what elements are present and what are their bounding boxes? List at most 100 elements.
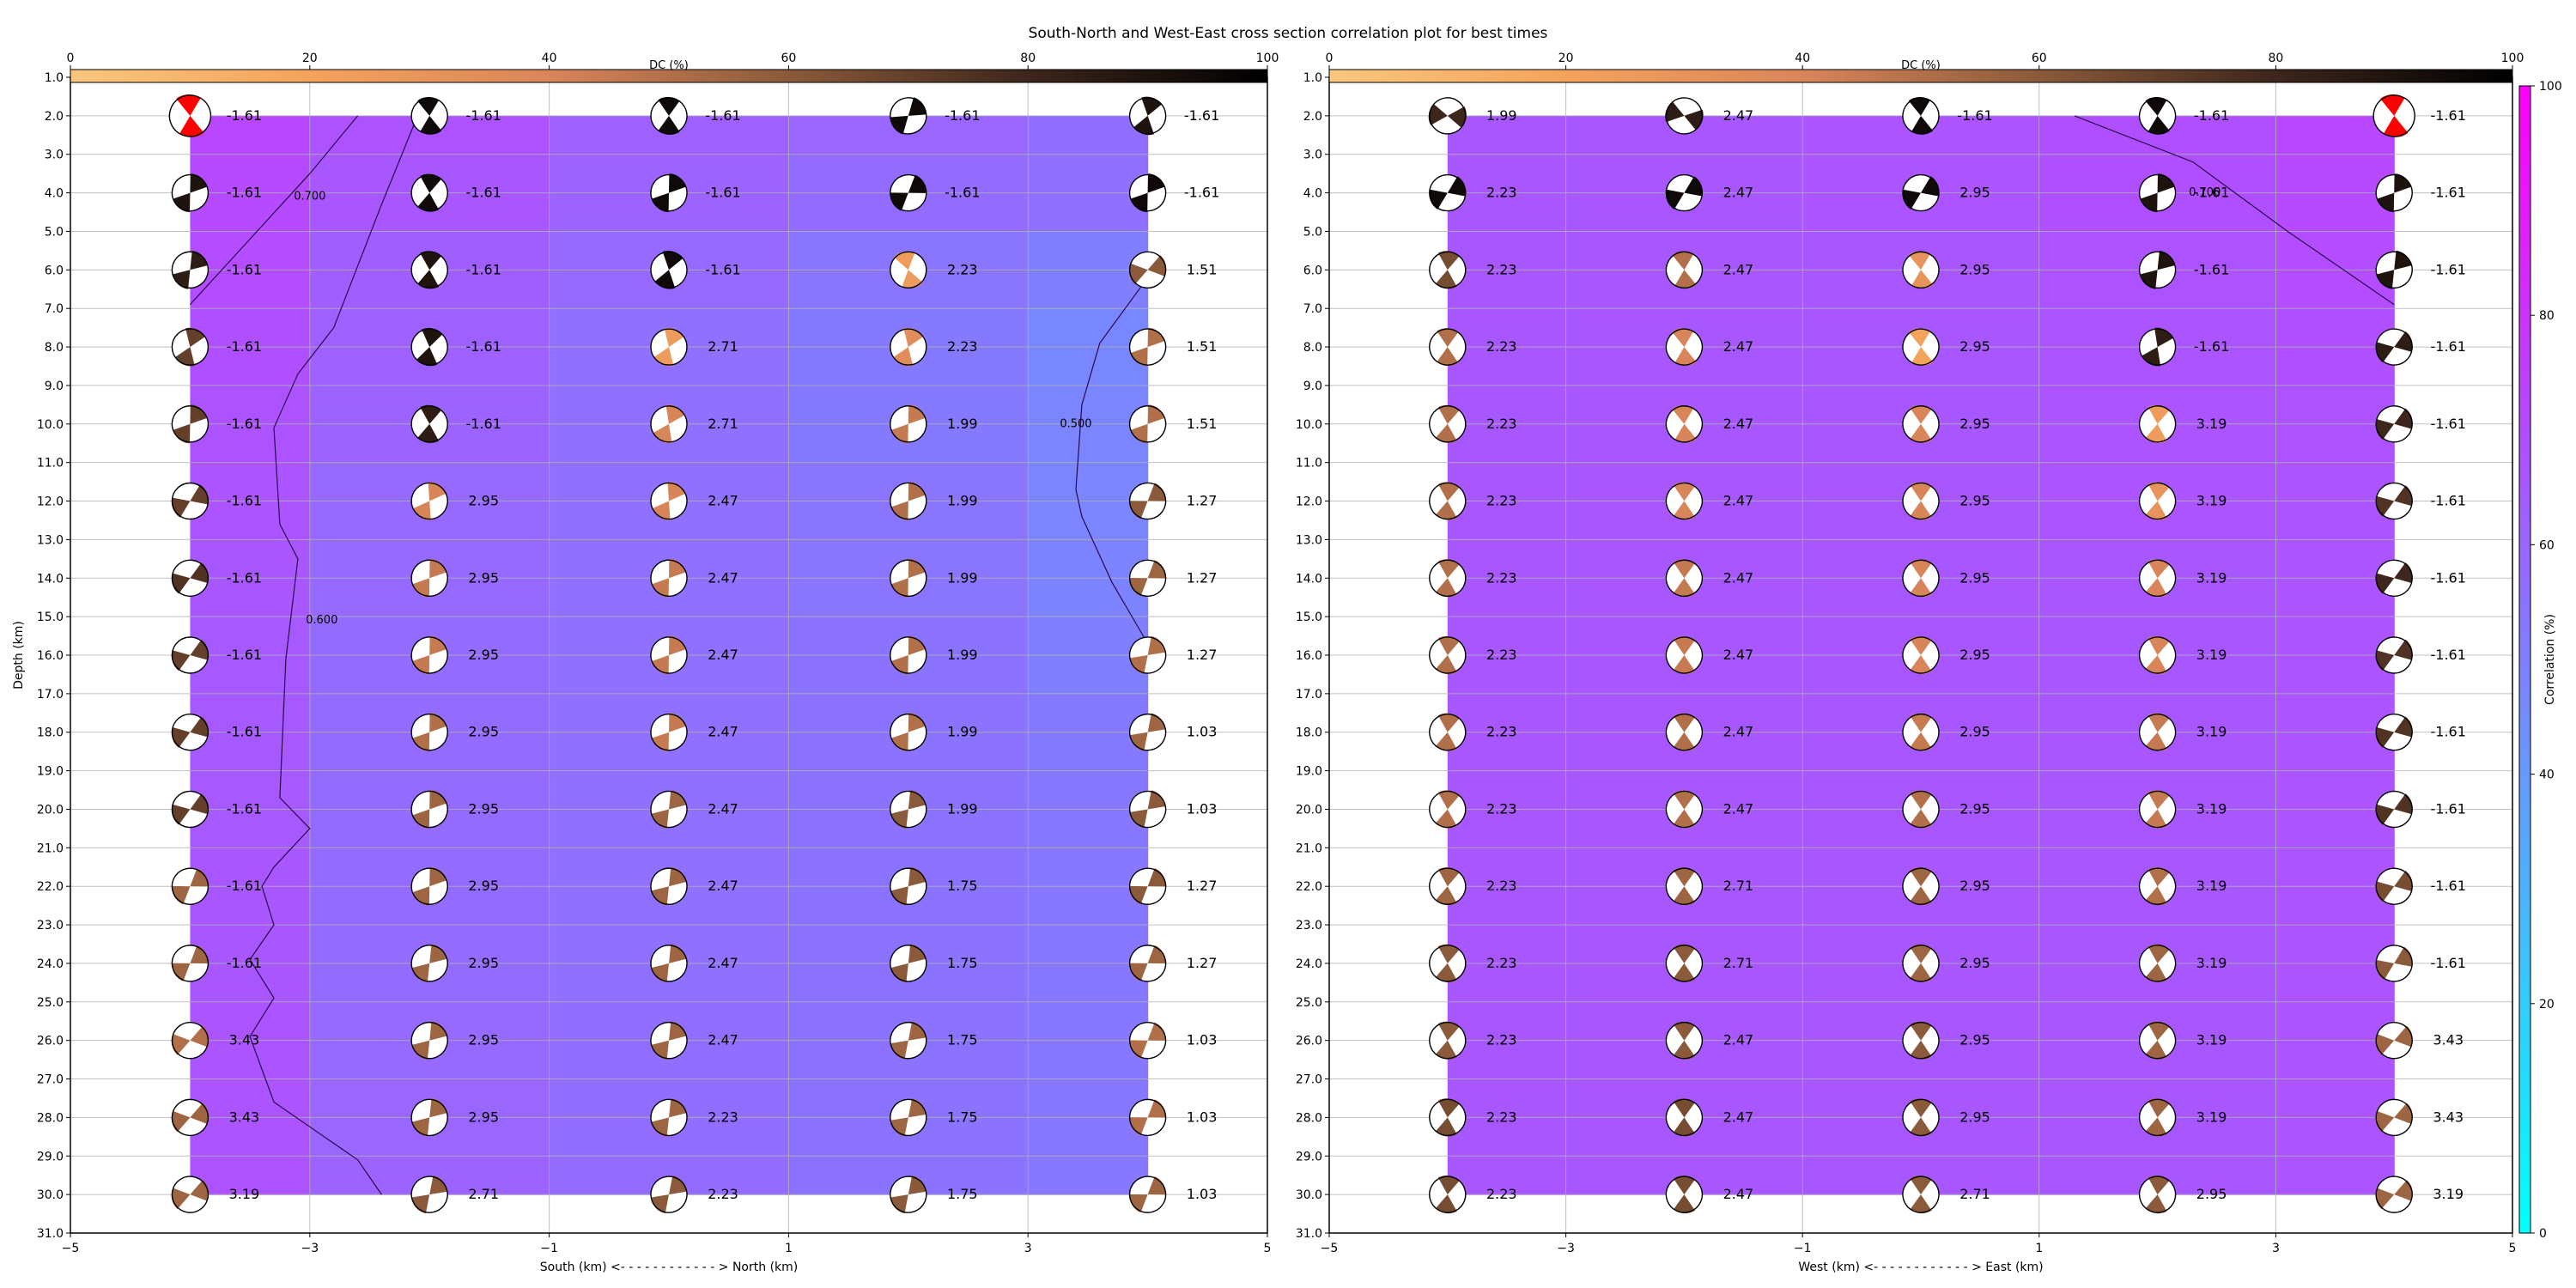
beachball-outline: [1665, 714, 1704, 751]
chart-title: South-North and West-East cross section …: [1029, 25, 1548, 42]
y-tick-label: 4.0: [1303, 187, 1322, 201]
y-tick-label: 1.0: [45, 71, 64, 85]
beachball-compression: [669, 1098, 687, 1118]
beachball-compression: [2394, 408, 2413, 429]
mechanism-value-label: -1.61: [465, 338, 501, 355]
beachball-compression: [1437, 559, 1460, 579]
beachball: [410, 482, 448, 520]
beachball: [2138, 1098, 2177, 1137]
beachball-compression: [179, 115, 204, 137]
mechanism-value-label: 3.19: [2196, 724, 2227, 740]
beachball-compression: [1436, 1040, 1457, 1060]
beachball: [410, 251, 448, 289]
beachball: [890, 404, 927, 444]
y-tick-label: 26.0: [1296, 1035, 1322, 1048]
beachball-compression: [1910, 713, 1932, 732]
beachball: [2138, 1176, 2177, 1214]
beachball-compression: [190, 716, 209, 738]
beachball: [171, 867, 210, 905]
beachball-outline: [1902, 714, 1940, 751]
beachball-outline: [2138, 714, 2177, 751]
beachball-outline: [1902, 559, 1940, 597]
mechanism-value-label: 2.47: [708, 493, 738, 509]
mechanism-value-label: -1.61: [2430, 647, 2465, 663]
beachball-compression: [1672, 251, 1694, 270]
mechanism-value-label: 1.99: [1486, 107, 1517, 124]
beachball-outline: [410, 482, 448, 520]
beachball-compression: [411, 1117, 430, 1137]
beachball: [1902, 944, 1940, 982]
beachball-outline: [2375, 945, 2413, 982]
beachball-compression: [2148, 867, 2170, 887]
beachball-outline: [650, 945, 688, 982]
x-axis-label: South (km) <- - - - - - - - - - - - > No…: [540, 1261, 798, 1274]
beachball-outline: [2138, 173, 2177, 212]
x-tick-label: 3: [2272, 1242, 2280, 1255]
beachball-compression: [190, 1025, 209, 1048]
beachball-outline: [2375, 173, 2413, 212]
beachball-compression: [1673, 482, 1695, 501]
beachball-compression: [429, 713, 447, 732]
beachball-outline: [2375, 328, 2413, 366]
beachball-outline: [650, 790, 688, 829]
beachball-outline: [650, 173, 688, 212]
beachball: [410, 789, 448, 829]
beachball-outline: [2375, 482, 2413, 520]
contour-label: 0.700: [2189, 186, 2221, 199]
beachball: [650, 944, 688, 983]
beachball-compression: [2394, 250, 2412, 270]
beachball-outline: [171, 1021, 210, 1060]
y-tick-label: 9.0: [1303, 380, 1322, 393]
beachball-outline: [2375, 559, 2413, 597]
beachball-compression: [890, 809, 908, 829]
beachball-compression: [654, 270, 676, 289]
correlation-cell: [1028, 1156, 1149, 1195]
beachball-compression: [190, 250, 208, 270]
beachball-compression: [429, 1098, 447, 1118]
beachball-compression: [1910, 963, 1932, 982]
beachball-outline: [171, 1098, 210, 1137]
beachball-outline: [2138, 1176, 2177, 1213]
beachball-outline: [650, 559, 688, 597]
beachball-outline: [1429, 482, 1467, 520]
beachball: [2375, 867, 2413, 905]
beachball-outline: [410, 945, 448, 982]
beachball-outline: [1429, 867, 1467, 905]
beachball-outline: [1902, 1098, 1940, 1137]
mechanism-value-label: 2.95: [468, 1109, 499, 1125]
beachball-compression: [1447, 106, 1467, 128]
beachball-compression: [2148, 1176, 2170, 1195]
beachball-outline: [650, 482, 688, 520]
y-tick-label: 26.0: [37, 1035, 64, 1048]
beachball-compression: [1672, 328, 1694, 348]
beachball: [1902, 97, 1940, 135]
mechanism-value-label: 2.23: [947, 338, 978, 355]
beachball-compression: [2145, 501, 2167, 520]
beachball-compression: [658, 115, 680, 135]
beachball: [1665, 1021, 1704, 1060]
x-tick-label: −1: [1794, 1242, 1812, 1255]
y-tick-label: 25.0: [37, 996, 64, 1010]
beachball-compression: [1672, 405, 1694, 424]
beachball: [168, 94, 212, 137]
beachball-compression: [171, 650, 191, 671]
mechanism-value-label: 2.47: [708, 647, 738, 663]
beachball-outline: [1665, 1176, 1704, 1213]
beachball: [1902, 1021, 1940, 1060]
contour-line: [2074, 115, 2395, 306]
beachball-compression: [1673, 1021, 1695, 1041]
beachball-outline: [2375, 790, 2413, 829]
y-tick-label: 6.0: [45, 264, 64, 277]
beachball-outline: [1429, 636, 1467, 674]
beachball-compression: [2148, 115, 2170, 135]
beachball: [410, 558, 448, 598]
mechanism-value-label: 2.95: [1959, 724, 1990, 740]
y-tick-label: 3.0: [45, 149, 64, 162]
beachball-outline: [171, 405, 210, 443]
dc-colorbar-tick-label: 40: [542, 52, 557, 65]
beachball-outline: [1902, 173, 1940, 212]
beachball-compression: [2375, 495, 2395, 517]
dc-colorbar-label: DC (%): [1901, 59, 1941, 72]
beachball-compression: [2394, 562, 2413, 583]
mechanism-value-label: 2.23: [1486, 801, 1517, 817]
